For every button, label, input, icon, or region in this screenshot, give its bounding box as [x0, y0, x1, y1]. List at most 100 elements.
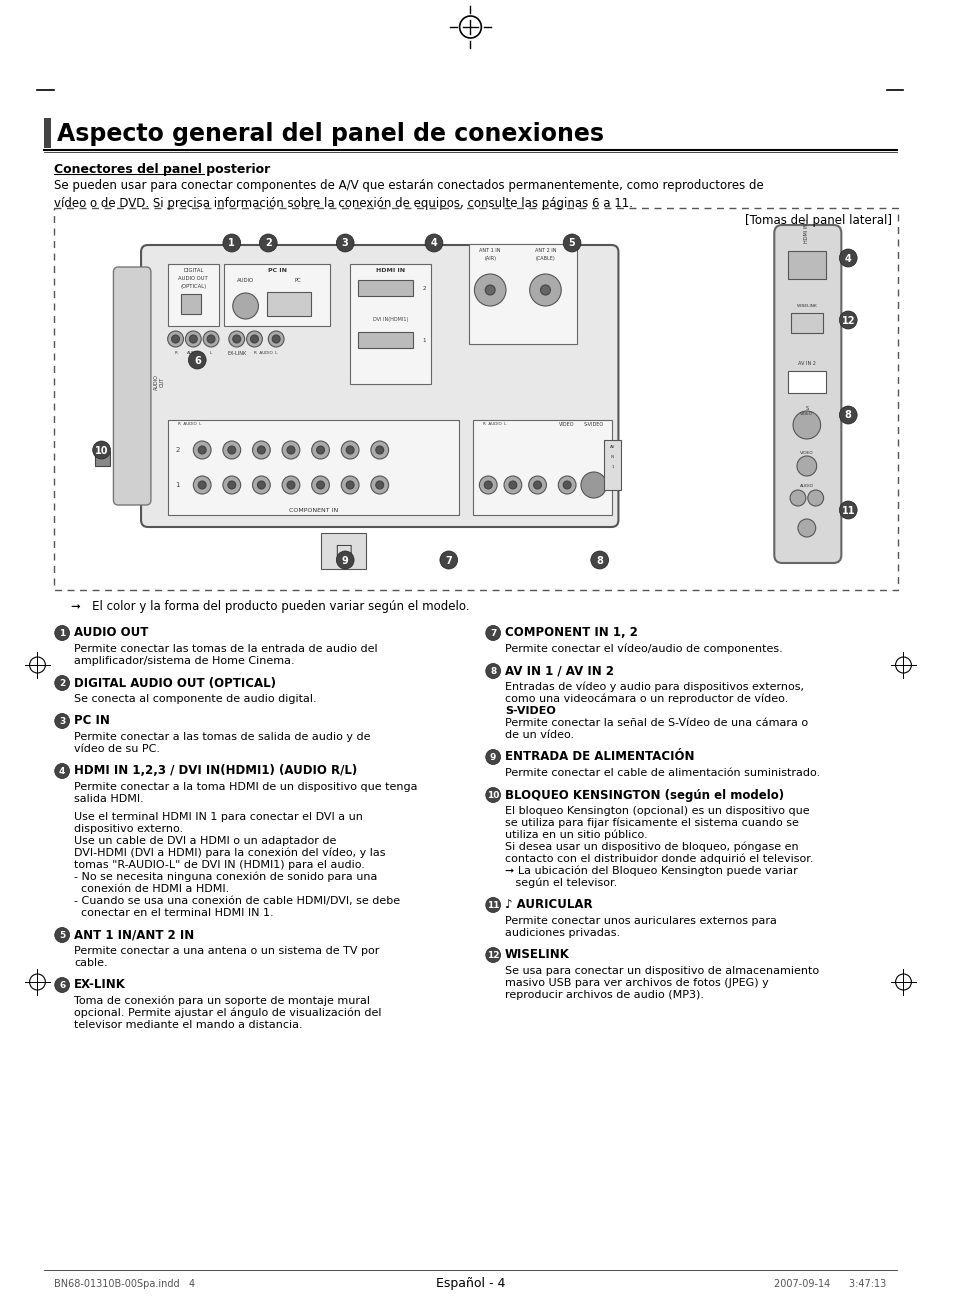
Text: dispositivo externo.: dispositivo externo.: [74, 824, 183, 835]
Text: Permite conectar las tomas de la entrada de audio del: Permite conectar las tomas de la entrada…: [74, 644, 377, 655]
Text: BLOQUEO KENSINGTON (según el modelo): BLOQUEO KENSINGTON (según el modelo): [504, 789, 783, 802]
Circle shape: [346, 481, 354, 489]
Text: Permite conectar unos auriculares externos para: Permite conectar unos auriculares extern…: [504, 915, 776, 926]
Text: - No se necesita ninguna conexión de sonido para una: - No se necesita ninguna conexión de son…: [74, 872, 377, 883]
Text: AV IN 2: AV IN 2: [797, 361, 815, 366]
Circle shape: [268, 331, 284, 347]
Text: 5: 5: [59, 931, 65, 940]
Bar: [357, 333, 413, 348]
Circle shape: [485, 664, 500, 678]
Text: 6: 6: [59, 981, 65, 990]
Text: S-VIDEO: S-VIDEO: [504, 705, 556, 716]
Text: S: S: [804, 406, 807, 411]
Circle shape: [839, 249, 856, 267]
Text: DIGITAL: DIGITAL: [183, 269, 203, 273]
Text: Permite conectar a una antena o un sistema de TV por: Permite conectar a una antena o un siste…: [74, 945, 379, 956]
Bar: [54, 209, 897, 589]
Circle shape: [485, 626, 500, 640]
Circle shape: [172, 335, 179, 343]
Text: (OPTICAL): (OPTICAL): [180, 284, 206, 289]
Bar: [790, 313, 821, 333]
Circle shape: [257, 446, 265, 454]
Circle shape: [233, 293, 258, 319]
Bar: [787, 372, 824, 393]
Text: L: L: [210, 351, 212, 355]
Circle shape: [207, 335, 214, 343]
Text: 2: 2: [422, 286, 425, 291]
Text: Aspecto general del panel de conexiones: Aspecto general del panel de conexiones: [57, 123, 603, 146]
Text: AV IN 1 / AV IN 2: AV IN 1 / AV IN 2: [504, 665, 614, 678]
Text: EX-LINK: EX-LINK: [227, 351, 246, 356]
Text: tomas "R-AUDIO-L" de DVI IN (HDMI1) para el audio.: tomas "R-AUDIO-L" de DVI IN (HDMI1) para…: [74, 861, 364, 870]
Text: masivo USB para ver archivos de fotos (JPEG) y: masivo USB para ver archivos de fotos (J…: [504, 978, 768, 988]
Circle shape: [839, 501, 856, 519]
Text: (CABLE): (CABLE): [535, 256, 555, 261]
Text: AUDIO: AUDIO: [799, 484, 813, 488]
Text: PC IN: PC IN: [74, 715, 110, 728]
Circle shape: [229, 331, 244, 347]
Text: 1: 1: [422, 338, 425, 343]
Text: 10: 10: [94, 446, 109, 455]
Text: HDMI IN: HDMI IN: [375, 269, 405, 273]
Circle shape: [562, 481, 571, 489]
Circle shape: [282, 441, 299, 459]
Circle shape: [228, 446, 235, 454]
Text: 6: 6: [193, 356, 200, 365]
Text: S-VIDEO: S-VIDEO: [583, 422, 603, 426]
Circle shape: [478, 476, 497, 494]
Text: R  AUDIO  L: R AUDIO L: [177, 422, 201, 426]
Text: WISELINK: WISELINK: [504, 948, 569, 961]
Text: Use un cable de DVI a HDMI o un adaptador de: Use un cable de DVI a HDMI o un adaptado…: [74, 836, 336, 846]
Circle shape: [287, 481, 294, 489]
Circle shape: [346, 446, 354, 454]
Circle shape: [193, 441, 211, 459]
Text: [Tomas del panel lateral]: [Tomas del panel lateral]: [744, 214, 891, 227]
Circle shape: [796, 456, 816, 476]
Text: reproducir archivos de audio (MP3).: reproducir archivos de audio (MP3).: [504, 990, 703, 1000]
Bar: [350, 263, 431, 383]
Text: 4: 4: [59, 767, 65, 776]
Bar: [473, 420, 611, 515]
Text: Permite conectar a la toma HDMI de un dispositivo que tenga: Permite conectar a la toma HDMI de un di…: [74, 782, 417, 792]
Circle shape: [188, 351, 206, 369]
Circle shape: [336, 233, 354, 252]
Text: VIDEO: VIDEO: [800, 451, 813, 455]
Circle shape: [485, 750, 500, 764]
Text: ➞ La ubicación del Bloqueo Kensington puede variar: ➞ La ubicación del Bloqueo Kensington pu…: [504, 866, 797, 876]
Text: Conectores del panel posterior: Conectores del panel posterior: [54, 163, 271, 176]
Circle shape: [223, 441, 240, 459]
Circle shape: [253, 476, 270, 494]
Text: contacto con el distribuidor donde adquirió el televisor.: contacto con el distribuidor donde adqui…: [504, 854, 813, 865]
Circle shape: [253, 441, 270, 459]
Text: se utiliza para fijar físicamente el sistema cuando se: se utiliza para fijar físicamente el sis…: [504, 818, 798, 828]
Text: cable.: cable.: [74, 958, 108, 968]
Bar: [94, 452, 111, 466]
FancyBboxPatch shape: [141, 245, 618, 527]
Circle shape: [228, 481, 235, 489]
Circle shape: [590, 552, 608, 569]
Text: Toma de conexión para un soporte de montaje mural: Toma de conexión para un soporte de mont…: [74, 996, 370, 1007]
Text: R  AUDIO  L: R AUDIO L: [253, 351, 276, 355]
Circle shape: [185, 331, 201, 347]
Circle shape: [54, 626, 70, 640]
Circle shape: [558, 476, 576, 494]
Circle shape: [54, 978, 70, 992]
Circle shape: [580, 472, 606, 498]
Text: COMPONENT IN 1, 2: COMPONENT IN 1, 2: [504, 626, 638, 639]
Text: AUDIO OUT: AUDIO OUT: [178, 276, 208, 280]
Circle shape: [508, 481, 517, 489]
Circle shape: [485, 897, 500, 913]
FancyBboxPatch shape: [774, 226, 841, 563]
Text: Permite conectar el vídeo/audio de componentes.: Permite conectar el vídeo/audio de compo…: [504, 644, 782, 655]
Text: BN68-01310B-00Spa.indd   4: BN68-01310B-00Spa.indd 4: [54, 1279, 195, 1288]
Text: VIDEO: VIDEO: [558, 422, 575, 426]
Bar: [224, 263, 330, 326]
Circle shape: [282, 476, 299, 494]
Text: HDMI IN 1,2,3 / DVI IN(HDMI1) (AUDIO R/L): HDMI IN 1,2,3 / DVI IN(HDMI1) (AUDIO R/L…: [74, 764, 356, 777]
Text: COMPONENT IN: COMPONENT IN: [289, 509, 338, 512]
Bar: [168, 420, 458, 515]
Circle shape: [316, 481, 324, 489]
Circle shape: [533, 481, 541, 489]
Circle shape: [528, 476, 546, 494]
Text: ♪ AURICULAR: ♪ AURICULAR: [504, 898, 592, 911]
